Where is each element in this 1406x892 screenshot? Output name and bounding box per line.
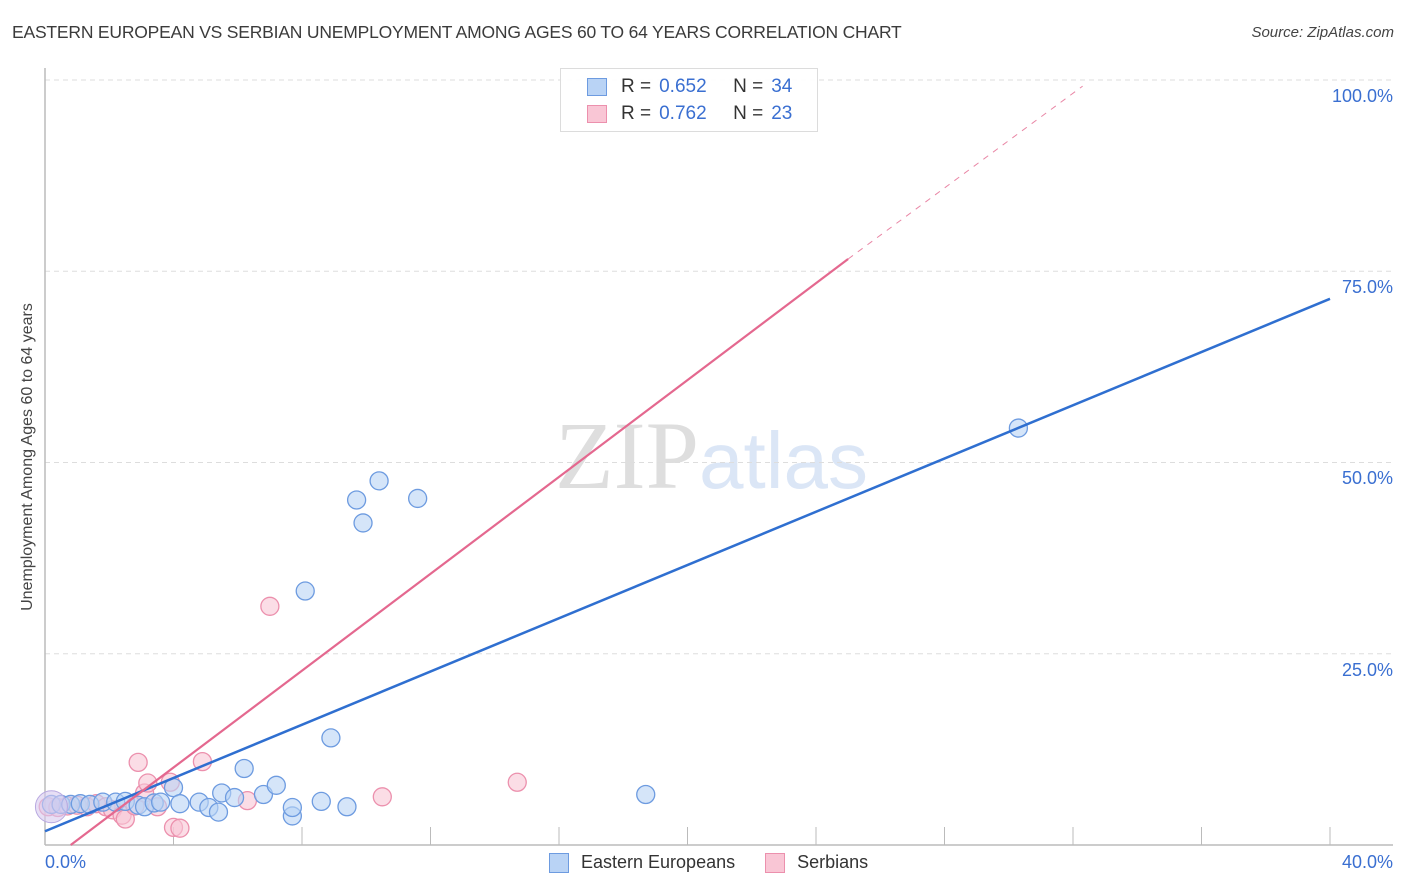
legend-label: Serbians [797,852,869,872]
y-tick-50: 50.0% [1341,468,1393,488]
eastern-european-data-point [224,787,245,808]
chart-title: EASTERN EUROPEAN VS SERBIAN UNEMPLOYMENT… [12,22,902,42]
eastern-european-data-point [295,581,315,601]
y-axis-label: Unemployment Among Ages 60 to 64 years [19,303,36,611]
blue-swatch-icon [549,852,569,873]
r-value: 0.762 [659,103,707,124]
y-tick-100: 100.0% [1331,86,1393,106]
eastern-european-data-point [337,797,357,817]
correlation-legend: R = 0.652 N = 34 R = 0.762 N = 23 [560,68,818,132]
serbian-data-point [507,772,527,792]
pink-swatch-icon [765,852,786,873]
r-label: R = [621,76,652,97]
n-label: N = [733,76,764,97]
eastern-european-data-point [311,791,331,812]
legend-row-serbians: R = 0.762 N = 23 [587,102,792,126]
eastern-european-data-point [346,490,367,510]
r-value: 0.652 [659,76,707,97]
eastern-european-data-point [321,728,341,748]
serbian-data-point [260,596,280,616]
eastern-european-data-point [369,471,389,491]
eastern-european-data-point [150,792,171,812]
serbian-data-point [170,818,190,838]
r-label: R = [621,103,652,124]
source-label: Source: ZipAtlas.com [1251,24,1394,41]
serbian-trendline-extension [847,85,1083,260]
legend-label: Eastern Europeans [581,852,736,872]
x-tick-max: 40.0% [1341,852,1393,872]
clustered-data-point [34,790,68,824]
serbian-data-point [128,752,148,773]
n-label: N = [733,103,764,124]
serbian-trendline [70,258,849,846]
watermark-atlas: atlas [699,416,868,505]
eastern-european-data-point [636,784,656,805]
n-value: 23 [771,103,793,124]
blue-swatch-icon [587,78,607,96]
y-tick-75: 75.0% [1341,277,1393,297]
eastern-european-trendline [44,297,1331,833]
eastern-european-data-point [282,797,303,818]
legend-item-serbians[interactable]: Serbians [765,852,868,873]
n-value: 34 [771,76,793,97]
eastern-european-data-point [353,513,373,533]
legend-row-eastern-europeans: R = 0.652 N = 34 [587,75,792,99]
serbian-data-point [372,787,392,807]
y-tick-25: 25.0% [1341,660,1393,680]
eastern-european-data-point [266,775,286,795]
eastern-european-data-point [234,758,254,779]
zipatlas-watermark: ZIPatlas [555,408,868,504]
eastern-european-data-point [208,802,229,822]
watermark-zip: ZIP [555,402,699,509]
x-tick-min: 0.0% [45,852,87,872]
series-legend: Eastern Europeans Serbians [549,852,898,873]
pink-swatch-icon [587,105,607,123]
eastern-european-data-point [407,488,428,509]
legend-item-eastern-europeans[interactable]: Eastern Europeans [549,852,735,873]
eastern-european-data-point [170,794,190,814]
